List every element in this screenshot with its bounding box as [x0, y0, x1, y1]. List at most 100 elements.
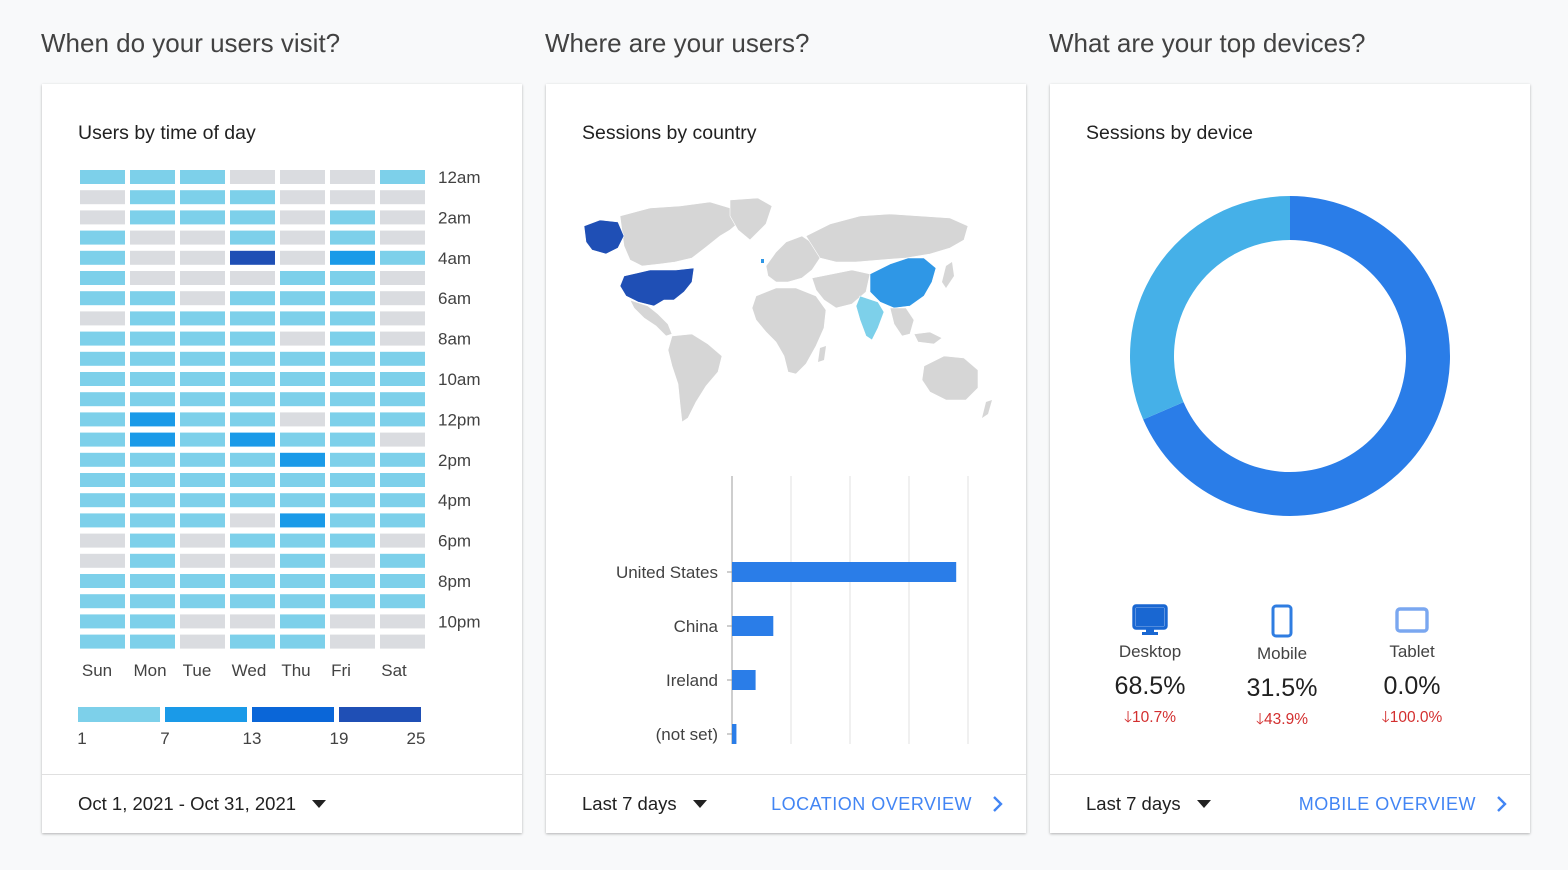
mobile-overview-link[interactable]: MOBILE OVERVIEW [1298, 794, 1476, 814]
heatmap-cell[interactable] [130, 230, 175, 245]
heatmap-cell[interactable] [380, 250, 425, 265]
heatmap-cell[interactable] [230, 513, 275, 528]
heatmap-cell[interactable] [180, 190, 225, 205]
heatmap-cell[interactable] [80, 271, 125, 285]
heatmap-cell[interactable] [380, 291, 425, 306]
heatmap-cell[interactable] [330, 513, 375, 528]
heatmap-cell[interactable] [80, 553, 125, 568]
heatmap-cell[interactable] [230, 372, 275, 386]
heatmap-cell[interactable] [380, 210, 425, 225]
heatmap-cell[interactable] [80, 331, 125, 346]
heatmap-cell[interactable] [80, 351, 125, 366]
heatmap-cell[interactable] [280, 331, 325, 346]
heatmap-cell[interactable] [280, 170, 325, 184]
heatmap-cell[interactable] [380, 553, 425, 568]
heatmap-cell[interactable] [180, 432, 225, 447]
heatmap-cell[interactable] [180, 210, 225, 225]
map-region-africa[interactable] [751, 287, 827, 375]
heatmap-cell[interactable] [330, 372, 375, 386]
heatmap-cell[interactable] [230, 170, 275, 184]
heatmap-cell[interactable] [230, 230, 275, 245]
heatmap-cell[interactable] [180, 594, 225, 609]
heatmap-cell[interactable] [280, 614, 325, 629]
heatmap-cell[interactable] [180, 230, 225, 245]
heatmap-cell[interactable] [230, 432, 275, 447]
heatmap-cell[interactable] [80, 513, 125, 528]
heatmap-cell[interactable] [230, 473, 275, 487]
heatmap-cell[interactable] [130, 311, 175, 326]
heatmap-cell[interactable] [380, 533, 425, 548]
heatmap-cell[interactable] [380, 493, 425, 508]
heatmap-cell[interactable] [80, 291, 125, 306]
heatmap-cell[interactable] [380, 473, 425, 487]
heatmap-cell[interactable] [180, 291, 225, 306]
heatmap-cell[interactable] [80, 230, 125, 245]
heatmap-cell[interactable] [130, 553, 175, 568]
heatmap-cell[interactable] [180, 513, 225, 528]
chevron-right-icon[interactable] [1492, 794, 1512, 814]
heatmap-cell[interactable] [230, 452, 275, 467]
heatmap-cell[interactable] [80, 452, 125, 467]
country-bar[interactable] [732, 670, 756, 690]
heatmap-cell[interactable] [80, 432, 125, 447]
heatmap-cell[interactable] [230, 250, 275, 265]
heatmap-cell[interactable] [330, 250, 375, 265]
heatmap-cell[interactable] [280, 230, 325, 245]
heatmap-cell[interactable] [180, 170, 225, 184]
heatmap-cell[interactable] [280, 452, 325, 467]
heatmap-cell[interactable] [80, 594, 125, 609]
heatmap-cell[interactable] [230, 594, 275, 609]
heatmap-cell[interactable] [80, 533, 125, 548]
map-region-china[interactable] [869, 257, 937, 309]
donut-slice[interactable] [1130, 196, 1290, 420]
heatmap-cell[interactable] [180, 351, 225, 366]
heatmap-cell[interactable] [280, 351, 325, 366]
heatmap-cell[interactable] [330, 392, 375, 407]
map-region-greenland[interactable] [729, 197, 773, 241]
heatmap-cell[interactable] [180, 634, 225, 649]
map-region-usa[interactable] [619, 267, 695, 307]
heatmap-cell[interactable] [180, 392, 225, 407]
heatmap-cell[interactable] [230, 271, 275, 285]
heatmap-cell[interactable] [80, 311, 125, 326]
heatmap-cell[interactable] [380, 372, 425, 386]
heatmap-cell[interactable] [130, 210, 175, 225]
heatmap-cell[interactable] [380, 190, 425, 205]
heatmap-cell[interactable] [230, 634, 275, 649]
heatmap-cell[interactable] [330, 574, 375, 588]
heatmap-cell[interactable] [80, 170, 125, 184]
map-region-australia[interactable] [921, 355, 979, 401]
heatmap-cell[interactable] [130, 574, 175, 588]
heatmap-cell[interactable] [380, 513, 425, 528]
heatmap-cell[interactable] [280, 432, 325, 447]
heatmap-cell[interactable] [80, 372, 125, 386]
chevron-right-icon[interactable] [988, 794, 1008, 814]
map-region-ireland[interactable] [761, 259, 764, 263]
heatmap-cell[interactable] [180, 473, 225, 487]
heatmap-cell[interactable] [80, 634, 125, 649]
heatmap-cell[interactable] [380, 432, 425, 447]
heatmap-cell[interactable] [380, 594, 425, 609]
heatmap-cell[interactable] [330, 331, 375, 346]
heatmap-cell[interactable] [230, 311, 275, 326]
heatmap-cell[interactable] [330, 533, 375, 548]
heatmap-cell[interactable] [330, 412, 375, 427]
heatmap-cell[interactable] [380, 574, 425, 588]
heatmap-cell[interactable] [280, 311, 325, 326]
heatmap-cell[interactable] [380, 412, 425, 427]
heatmap-cell[interactable] [230, 493, 275, 508]
map-region-europe[interactable] [765, 235, 821, 283]
heatmap-cell[interactable] [380, 452, 425, 467]
heatmap-cell[interactable] [380, 170, 425, 184]
heatmap-cell[interactable] [330, 432, 375, 447]
heatmap-cell[interactable] [330, 614, 375, 629]
heatmap-cell[interactable] [80, 210, 125, 225]
location-range-dropdown[interactable]: Last 7 days [582, 785, 707, 823]
country-bar[interactable] [732, 562, 957, 582]
heatmap-cell[interactable] [80, 473, 125, 487]
heatmap-cell[interactable] [280, 392, 325, 407]
heatmap-cell[interactable] [380, 271, 425, 285]
heatmap-cell[interactable] [330, 190, 375, 205]
heatmap-cell[interactable] [130, 493, 175, 508]
heatmap-cell[interactable] [130, 594, 175, 609]
